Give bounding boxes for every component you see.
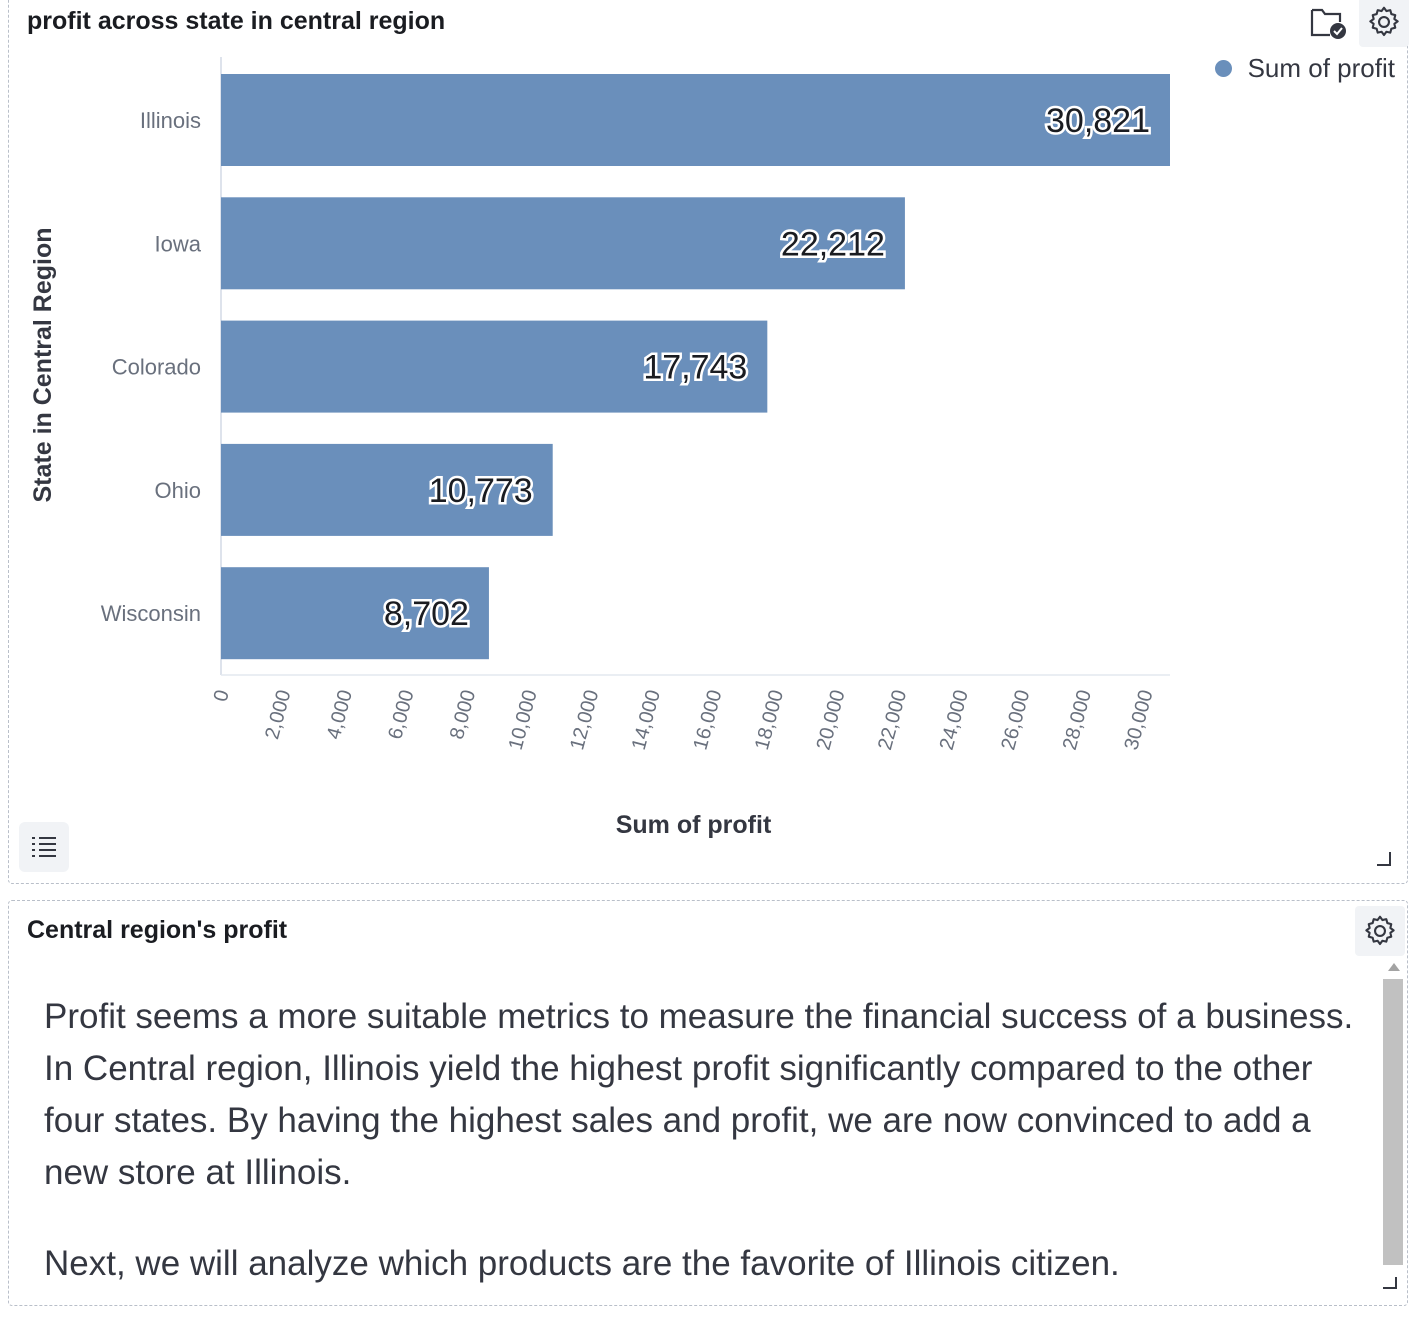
x-tick-label: 20,000 <box>813 688 850 753</box>
y-axis-title: State in Central Region <box>29 227 57 502</box>
folder-check-icon[interactable] <box>1307 1 1349 43</box>
y-tick-label: Illinois <box>140 108 201 133</box>
x-tick-label: 24,000 <box>936 688 973 753</box>
x-axis-title: Sum of profit <box>616 811 772 839</box>
bar <box>221 74 1170 166</box>
bar <box>221 320 768 413</box>
bar <box>221 443 553 536</box>
bar-value-label: 8,702 <box>384 595 469 633</box>
x-tick-label: 4,000 <box>323 688 357 742</box>
scrollbar[interactable] <box>1383 963 1403 1283</box>
x-tick-label: 6,000 <box>384 688 418 742</box>
x-tick-label: 2,000 <box>261 688 295 742</box>
resize-handle[interactable] <box>1377 852 1391 866</box>
y-tick-label: Colorado <box>112 355 201 380</box>
bar-value-label: 17,743 <box>643 349 747 387</box>
x-tick-label: 22,000 <box>874 688 911 753</box>
bar-value-label: 22,212 <box>781 225 885 263</box>
x-tick-label: 26,000 <box>997 688 1034 753</box>
bar-value-label: 30,821 <box>1046 102 1150 140</box>
x-tick-label: 16,000 <box>689 688 726 753</box>
x-tick-label: 8,000 <box>446 688 480 742</box>
text-panel: Central region's profit Profit seems a m… <box>8 900 1408 1306</box>
chart-panel-title: profit across state in central region <box>27 7 446 35</box>
bar <box>221 197 905 290</box>
y-tick-label: Ohio <box>155 478 201 503</box>
bar <box>221 567 489 660</box>
x-tick-label: 14,000 <box>628 688 665 753</box>
scroll-up-arrow-icon[interactable] <box>1388 963 1400 971</box>
resize-handle[interactable] <box>1383 1277 1397 1289</box>
legend-dot <box>1214 60 1232 77</box>
x-tick-label: 28,000 <box>1059 688 1096 753</box>
paragraph: Profit seems a more suitable metrics to … <box>44 997 1354 1192</box>
legend-label: Sum of profit <box>1247 53 1395 83</box>
y-tick-label: Wisconsin <box>101 601 201 626</box>
paragraph: Next, we will analyze which products are… <box>44 1244 1120 1283</box>
x-tick-label: 30,000 <box>1120 688 1157 753</box>
markdown-text: Profit seems a more suitable metrics to … <box>44 991 1364 1329</box>
x-tick-label: 0 <box>210 688 234 704</box>
scrollbar-thumb[interactable] <box>1383 979 1403 1265</box>
x-tick-label: 10,000 <box>505 688 542 753</box>
list-icon[interactable] <box>19 822 69 872</box>
x-tick-label: 18,000 <box>751 688 788 753</box>
y-tick-label: Iowa <box>155 231 202 256</box>
gear-icon[interactable] <box>1359 0 1409 47</box>
x-tick-label: 12,000 <box>566 688 603 753</box>
bar-value-label: 10,773 <box>429 472 533 510</box>
gear-icon[interactable] <box>1355 906 1405 956</box>
bar-chart: Illinois 30,821 Iowa 22,212 Colorado 17,743 Oh… <box>29 57 1170 839</box>
text-panel-title: Central region's profit <box>27 916 288 944</box>
chart-panel: profit across state in central region Su… <box>8 0 1409 884</box>
chart-legend[interactable]: Sum of profit <box>1214 53 1395 84</box>
